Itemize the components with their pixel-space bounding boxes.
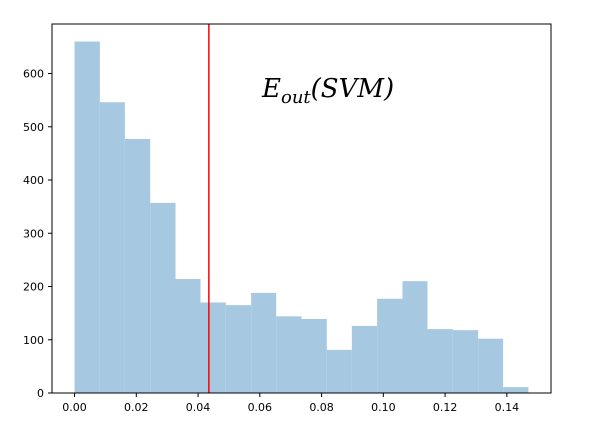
- histogram-bar: [225, 305, 252, 393]
- x-tick-label: 0.00: [62, 401, 87, 414]
- histogram-bars: [74, 41, 529, 393]
- x-tick-label: 0.14: [495, 401, 520, 414]
- y-tick-label: 0: [37, 387, 44, 400]
- histogram-bar: [276, 316, 302, 393]
- histogram-bar: [99, 102, 125, 393]
- y-tick-label: 300: [23, 227, 44, 240]
- histogram-bar: [251, 292, 277, 393]
- annotation-main: E: [261, 74, 281, 104]
- histogram-bar: [326, 349, 352, 393]
- y-tick-label: 200: [23, 281, 44, 294]
- histogram-bar: [377, 298, 403, 393]
- x-tick-label: 0.12: [433, 401, 458, 414]
- histogram-bar: [301, 318, 327, 393]
- y-axis-ticks: 0 100 200 300 400 500 600: [23, 68, 52, 400]
- annotation-subscript: out: [281, 87, 311, 108]
- plot-frame: [51, 23, 552, 394]
- y-tick-label: 100: [23, 334, 44, 347]
- histogram-bar: [402, 281, 428, 393]
- histogram-bar: [200, 302, 226, 393]
- y-tick-label: 400: [23, 174, 44, 187]
- x-tick-label: 0.08: [309, 401, 334, 414]
- x-tick-label: 0.02: [124, 401, 149, 414]
- y-tick-label: 600: [23, 68, 44, 81]
- x-axis-ticks: 0.00 0.02 0.04 0.06 0.08 0.10 0.12 0.14: [62, 393, 519, 414]
- histogram-bar: [452, 330, 479, 393]
- histogram-bar: [478, 338, 504, 393]
- x-tick-label: 0.06: [248, 401, 273, 414]
- x-tick-label: 0.10: [371, 401, 396, 414]
- annotation-tail: (SVM): [311, 74, 395, 104]
- histogram-bar: [74, 41, 100, 393]
- histogram-bar: [150, 202, 176, 393]
- x-tick-label: 0.04: [186, 401, 211, 414]
- histogram-bar: [427, 329, 453, 393]
- histogram-bar: [503, 387, 529, 393]
- eout-svm-annotation: Eout(SVM): [261, 74, 394, 108]
- y-tick-label: 500: [23, 121, 44, 134]
- histogram-bar: [175, 279, 201, 393]
- histogram-bar: [351, 325, 378, 393]
- histogram-bar: [124, 139, 151, 393]
